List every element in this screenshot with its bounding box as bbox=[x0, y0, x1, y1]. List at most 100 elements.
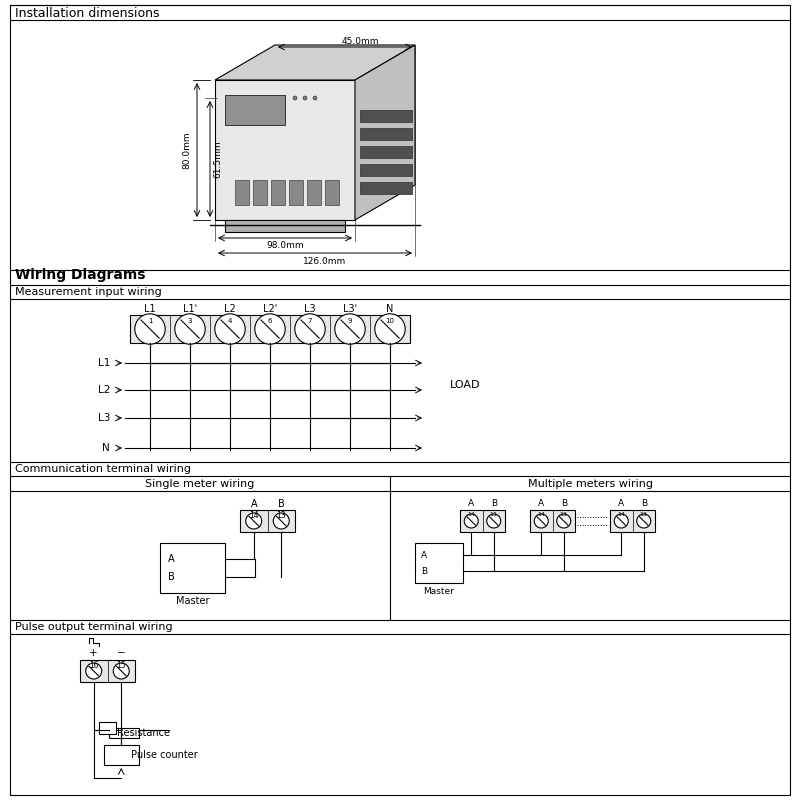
Bar bbox=[98, 722, 116, 734]
Text: B: B bbox=[641, 499, 647, 509]
Circle shape bbox=[175, 314, 205, 344]
Circle shape bbox=[303, 96, 307, 100]
Text: 6: 6 bbox=[268, 318, 272, 324]
Text: 13: 13 bbox=[560, 513, 568, 518]
Bar bbox=[160, 543, 225, 593]
Circle shape bbox=[114, 663, 130, 679]
Bar bbox=[80, 660, 135, 682]
Text: Multiple meters wiring: Multiple meters wiring bbox=[527, 479, 653, 489]
Bar bbox=[253, 180, 267, 205]
Text: L1: L1 bbox=[98, 358, 110, 368]
Bar bbox=[460, 510, 505, 532]
Text: L2: L2 bbox=[98, 385, 110, 395]
Text: L1': L1' bbox=[183, 304, 197, 314]
Text: 13: 13 bbox=[277, 510, 286, 519]
Bar bbox=[360, 164, 412, 176]
Polygon shape bbox=[215, 45, 415, 80]
Bar bbox=[109, 728, 138, 738]
Circle shape bbox=[557, 514, 570, 528]
Bar bbox=[610, 510, 655, 532]
Text: L3: L3 bbox=[304, 304, 316, 314]
Text: 15: 15 bbox=[117, 661, 126, 670]
Text: N: N bbox=[386, 304, 394, 314]
Text: A: A bbox=[250, 499, 257, 509]
Bar bbox=[415, 543, 463, 583]
Text: L1: L1 bbox=[144, 304, 156, 314]
Text: L2: L2 bbox=[224, 304, 236, 314]
Text: B: B bbox=[421, 566, 427, 575]
Text: +: + bbox=[90, 648, 98, 658]
Circle shape bbox=[486, 514, 501, 528]
Text: 126.0mm: 126.0mm bbox=[303, 257, 346, 266]
Circle shape bbox=[254, 314, 285, 344]
Text: 9: 9 bbox=[348, 318, 352, 324]
Text: −: − bbox=[117, 648, 126, 658]
Bar bbox=[235, 180, 249, 205]
Text: 7: 7 bbox=[308, 318, 312, 324]
Text: Resistance: Resistance bbox=[118, 728, 170, 738]
Circle shape bbox=[274, 513, 290, 529]
Text: 14: 14 bbox=[618, 513, 625, 518]
Text: LOAD: LOAD bbox=[450, 380, 481, 390]
Text: 16: 16 bbox=[89, 661, 98, 670]
Text: Pulse output terminal wiring: Pulse output terminal wiring bbox=[15, 622, 173, 632]
Circle shape bbox=[246, 513, 262, 529]
Bar bbox=[130, 315, 410, 343]
Bar bbox=[325, 180, 339, 205]
Bar bbox=[225, 220, 345, 232]
Text: Measurement input wiring: Measurement input wiring bbox=[15, 287, 162, 297]
Text: 14: 14 bbox=[467, 513, 475, 518]
Text: L3': L3' bbox=[343, 304, 357, 314]
Text: 61.5mm: 61.5mm bbox=[214, 140, 222, 178]
Bar bbox=[240, 510, 295, 532]
Text: A: A bbox=[168, 554, 174, 564]
Polygon shape bbox=[355, 45, 415, 220]
Text: B: B bbox=[278, 499, 285, 509]
Text: 14: 14 bbox=[538, 513, 545, 518]
Text: 98.0mm: 98.0mm bbox=[266, 242, 304, 250]
Circle shape bbox=[335, 314, 366, 344]
Text: 3: 3 bbox=[188, 318, 192, 324]
Text: L2': L2' bbox=[263, 304, 277, 314]
Text: A: A bbox=[618, 499, 624, 509]
Text: Single meter wiring: Single meter wiring bbox=[146, 479, 254, 489]
Circle shape bbox=[86, 663, 102, 679]
Text: N: N bbox=[102, 443, 110, 453]
Text: 13: 13 bbox=[640, 513, 648, 518]
Text: Master: Master bbox=[176, 596, 210, 606]
Bar bbox=[225, 95, 285, 125]
Text: B: B bbox=[168, 572, 174, 582]
Text: Master: Master bbox=[423, 586, 454, 595]
Bar bbox=[360, 128, 412, 140]
Circle shape bbox=[313, 96, 317, 100]
Bar bbox=[360, 182, 412, 194]
Text: B: B bbox=[561, 499, 567, 509]
Text: 45.0mm: 45.0mm bbox=[342, 38, 378, 46]
Text: Installation dimensions: Installation dimensions bbox=[15, 7, 159, 20]
Text: 13: 13 bbox=[490, 513, 498, 518]
Circle shape bbox=[293, 96, 297, 100]
Bar bbox=[360, 110, 412, 122]
Circle shape bbox=[534, 514, 548, 528]
Circle shape bbox=[614, 514, 628, 528]
Text: A: A bbox=[468, 499, 474, 509]
Bar bbox=[271, 180, 285, 205]
Circle shape bbox=[464, 514, 478, 528]
Text: A: A bbox=[538, 499, 544, 509]
Text: B: B bbox=[490, 499, 497, 509]
Circle shape bbox=[134, 314, 165, 344]
Text: A: A bbox=[421, 550, 427, 559]
Text: L3: L3 bbox=[98, 413, 110, 423]
Circle shape bbox=[374, 314, 406, 344]
Text: 10: 10 bbox=[386, 318, 394, 324]
Circle shape bbox=[214, 314, 246, 344]
Text: Wiring Diagrams: Wiring Diagrams bbox=[15, 268, 146, 282]
Circle shape bbox=[637, 514, 650, 528]
Text: 14: 14 bbox=[249, 510, 258, 519]
Text: 1: 1 bbox=[148, 318, 152, 324]
Bar bbox=[307, 180, 321, 205]
Bar bbox=[289, 180, 303, 205]
Bar bbox=[530, 510, 575, 532]
Text: 4: 4 bbox=[228, 318, 232, 324]
Text: 80.0mm: 80.0mm bbox=[182, 131, 191, 169]
